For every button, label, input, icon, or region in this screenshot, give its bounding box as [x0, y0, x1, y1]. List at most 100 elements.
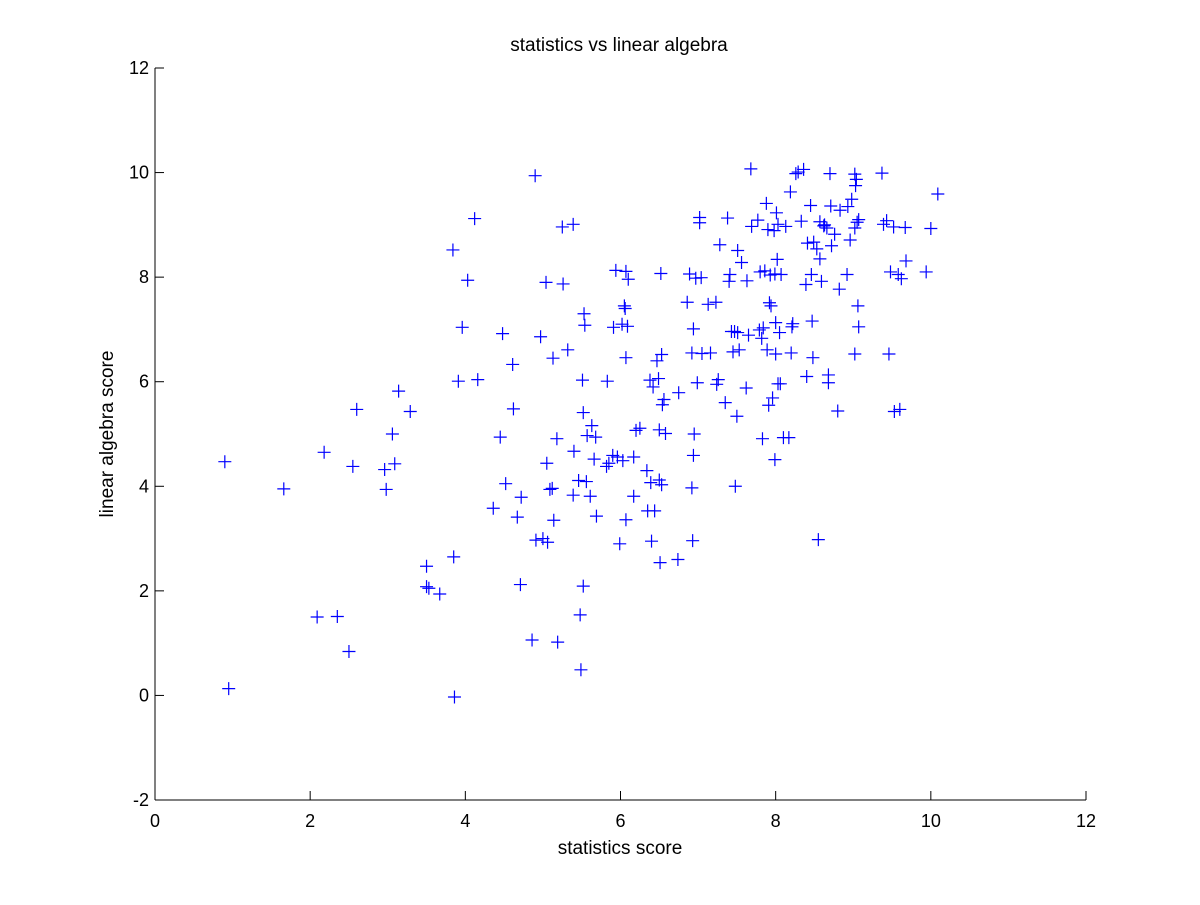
- data-point-marker: [804, 268, 818, 282]
- data-point-marker: [685, 481, 699, 495]
- data-point-marker: [556, 277, 570, 291]
- data-point-marker: [342, 645, 356, 659]
- data-point-marker: [832, 282, 846, 296]
- data-point-marker: [471, 373, 485, 387]
- data-point-marker: [785, 320, 799, 334]
- data-point-marker: [849, 172, 863, 186]
- data-point-marker: [841, 200, 855, 214]
- data-point-marker: [534, 330, 548, 344]
- data-point-marker: [694, 271, 708, 285]
- data-point-marker: [653, 556, 667, 570]
- x-axis-label: statistics score: [558, 838, 683, 859]
- data-point-marker: [828, 227, 842, 241]
- y-tick-label: 2: [139, 581, 149, 601]
- data-point-marker: [728, 325, 742, 339]
- y-tick-label: -2: [133, 790, 149, 810]
- data-point-marker: [222, 682, 236, 696]
- data-point-marker: [751, 213, 765, 227]
- data-point-marker: [619, 264, 633, 278]
- data-point-marker: [652, 372, 666, 386]
- data-point-marker: [506, 402, 520, 416]
- data-point-marker: [806, 351, 820, 365]
- data-point-marker: [672, 386, 686, 400]
- data-point-marker: [600, 374, 614, 388]
- data-point-marker: [786, 317, 800, 331]
- data-point-marker: [403, 405, 417, 419]
- data-point-marker: [546, 351, 560, 365]
- y-tick-label: 10: [129, 163, 149, 183]
- x-tick-label: 2: [305, 811, 315, 831]
- y-tick-label: 6: [139, 372, 149, 392]
- data-point-marker: [703, 346, 717, 360]
- data-point-marker: [893, 402, 907, 416]
- x-tick-label: 10: [921, 811, 941, 831]
- data-point-marker: [773, 377, 787, 391]
- data-point-marker: [378, 463, 392, 477]
- data-point-marker: [817, 219, 831, 233]
- data-point-marker: [350, 402, 364, 416]
- data-point-marker: [686, 448, 700, 462]
- data-point-marker: [882, 347, 896, 361]
- data-point-marker: [528, 169, 542, 183]
- data-point-marker: [652, 423, 666, 437]
- data-point-marker: [848, 221, 862, 235]
- data-point-marker: [566, 488, 580, 502]
- data-point-marker: [385, 427, 399, 441]
- x-tick-label: 12: [1076, 811, 1096, 831]
- data-point-marker: [589, 430, 603, 444]
- data-point-marker: [713, 238, 727, 252]
- data-point-marker: [730, 409, 744, 423]
- data-point-marker: [578, 318, 592, 332]
- data-point-marker: [607, 320, 621, 334]
- data-point-marker: [899, 254, 913, 268]
- data-point-marker: [633, 421, 647, 435]
- data-point-marker: [644, 476, 658, 490]
- data-point-marker: [831, 404, 845, 418]
- data-point-marker: [732, 343, 746, 357]
- data-point-marker: [840, 268, 854, 282]
- data-point-marker: [545, 481, 559, 495]
- data-point-marker: [728, 479, 742, 493]
- data-point-marker: [613, 537, 627, 551]
- data-point-marker: [525, 633, 539, 647]
- data-point-marker: [693, 216, 707, 230]
- data-point-marker: [791, 165, 805, 179]
- data-point-marker: [770, 252, 784, 266]
- y-tick-label: 12: [129, 58, 149, 78]
- data-point-marker: [813, 252, 827, 266]
- data-point-marker: [731, 243, 745, 257]
- data-point-marker: [924, 222, 938, 236]
- x-tick-label: 8: [771, 811, 781, 831]
- data-point-marker: [883, 265, 897, 279]
- data-point-marker: [784, 346, 798, 360]
- data-point-marker: [550, 432, 564, 446]
- data-point-marker: [529, 533, 543, 547]
- data-point-marker: [655, 478, 669, 492]
- data-point-marker: [769, 347, 783, 361]
- data-point-marker: [701, 297, 715, 311]
- data-point-marker: [894, 272, 908, 286]
- data-point-marker: [277, 482, 291, 496]
- data-point-marker: [709, 295, 723, 309]
- y-tick-label: 8: [139, 267, 149, 287]
- data-point-marker: [461, 273, 475, 287]
- data-point-marker: [496, 327, 510, 341]
- data-point-marker: [620, 319, 634, 333]
- data-point-marker: [755, 432, 769, 446]
- x-tick-label: 6: [615, 811, 625, 831]
- data-point-marker: [658, 426, 672, 440]
- data-point-marker: [875, 166, 889, 180]
- data-point-marker: [551, 635, 565, 649]
- data-point-marker: [589, 509, 603, 523]
- data-point-marker: [627, 489, 641, 503]
- data-point-marker: [849, 179, 863, 193]
- data-point-marker: [388, 457, 402, 471]
- data-point-marker: [848, 347, 862, 361]
- data-point-marker: [766, 391, 780, 405]
- data-point-marker: [824, 199, 838, 213]
- data-point-marker: [567, 444, 581, 458]
- data-point-marker: [576, 406, 590, 420]
- data-point-marker: [739, 381, 753, 395]
- chart-title: statistics vs linear algebra: [510, 35, 728, 56]
- y-tick-label: 4: [139, 476, 149, 496]
